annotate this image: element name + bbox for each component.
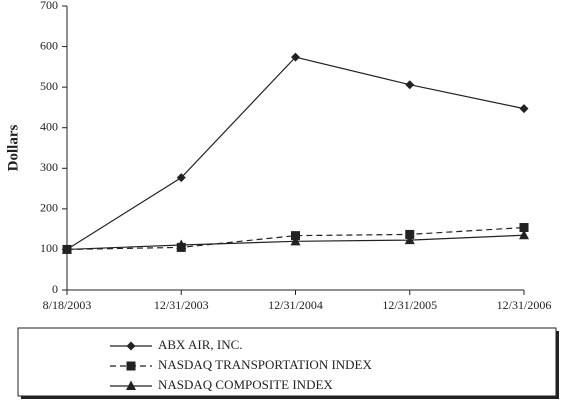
marker [404,234,415,245]
series-line [66,56,525,250]
y-tick-label: 200 [40,201,58,215]
marker [519,229,529,240]
marker [405,80,415,90]
marker [62,243,72,254]
y-tick-label: 300 [40,160,58,174]
marker [176,173,186,183]
y-axis-label: Dollars [5,125,21,172]
x-tick-label: 12/31/2006 [497,298,552,312]
marker [176,239,187,249]
marker [290,235,301,246]
x-tick-label: 12/31/2004 [268,298,323,312]
legend-label: NASDAQ COMPOSITE INDEX [158,377,333,392]
marker [519,104,529,114]
x-tick-label: 8/18/2003 [43,298,92,312]
marker [519,223,529,233]
y-tick-label: 700 [40,0,58,12]
x-tick-label: 12/31/2005 [382,298,437,312]
series-line [66,226,525,251]
y-tick-label: 100 [40,241,58,255]
legend-box [17,327,557,397]
y-tick-label: 500 [40,79,58,93]
marker [126,361,136,371]
marker [126,380,136,390]
x-tick-label: 12/31/2003 [154,298,209,312]
y-tick-label: 600 [40,38,58,52]
marker [126,341,136,351]
marker [291,52,300,62]
y-tick-label: 0 [52,282,58,296]
marker [291,231,300,241]
legend-label: ABX AIR, INC. [158,337,243,352]
legend-label: NASDAQ TRANSPORTATION INDEX [158,357,373,372]
marker [405,229,415,239]
y-tick-label: 400 [40,119,58,133]
